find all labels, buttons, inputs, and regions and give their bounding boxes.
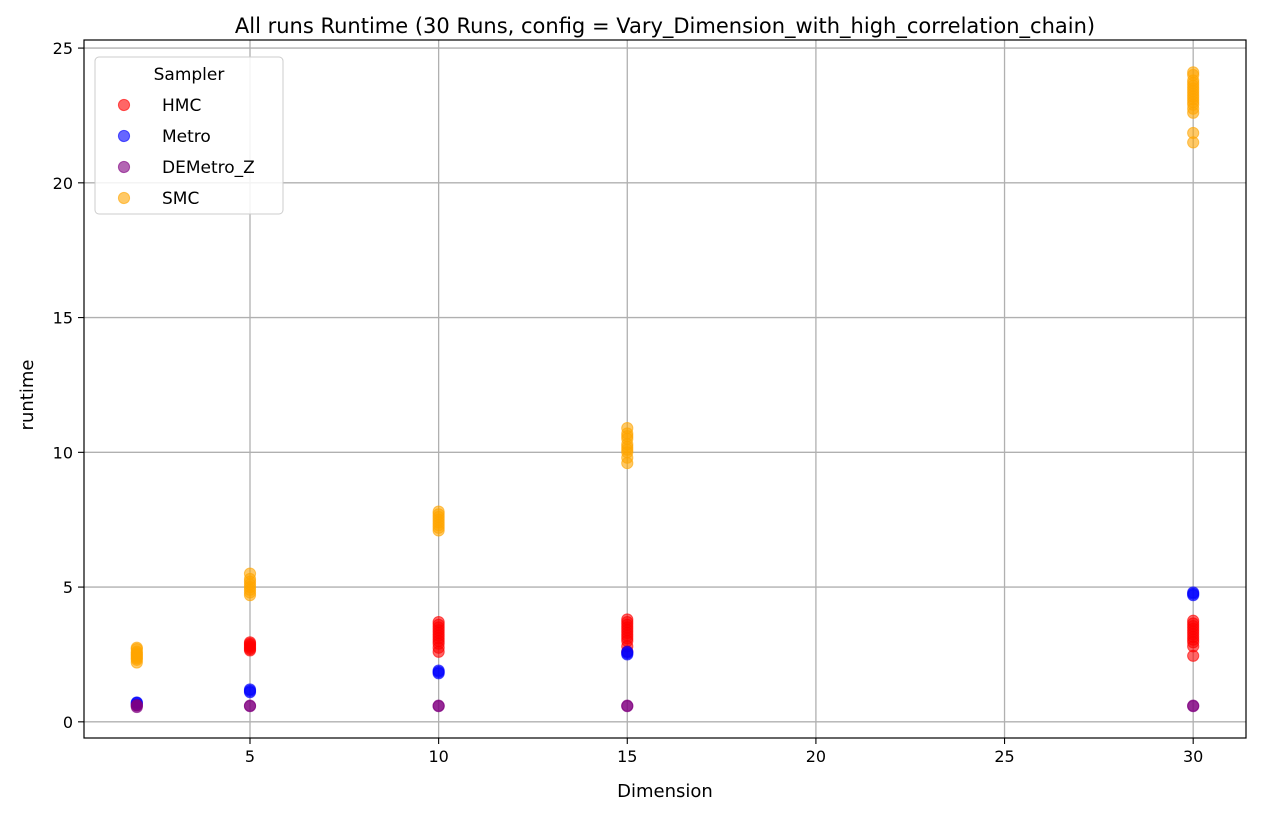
legend-marker: [117, 98, 131, 112]
data-point: [130, 641, 143, 654]
x-tick-label: 5: [245, 747, 255, 766]
legend-marker: [117, 129, 131, 143]
chart-title: All runs Runtime (30 Runs, config = Vary…: [235, 14, 1095, 39]
data-point: [432, 699, 445, 712]
series-demetro-z: [130, 699, 1200, 714]
x-axis-ticks: 5 10 15 20 25 30: [245, 738, 1203, 766]
y-axis-ticks: 0 5 10 15 20 25: [53, 39, 84, 732]
legend-label: DEMetro_Z: [162, 158, 255, 178]
x-tick-label: 25: [994, 747, 1014, 766]
y-axis-label: runtime: [17, 360, 38, 431]
data-point: [243, 636, 257, 649]
y-tick-label: 15: [53, 309, 73, 328]
x-axis-label: Dimension: [617, 781, 713, 802]
data-point: [432, 505, 445, 518]
data-points: [130, 66, 1200, 714]
plot-frame: [83, 39, 1247, 739]
data-point: [1187, 586, 1200, 599]
data-point: [1187, 66, 1200, 79]
legend-title: Sampler: [154, 65, 225, 85]
data-point: [621, 421, 634, 435]
data-point: [621, 613, 634, 626]
y-tick-label: 10: [53, 443, 73, 462]
data-point: [1187, 614, 1200, 627]
y-tick-label: 25: [53, 39, 73, 58]
data-point: [1187, 126, 1200, 140]
series-smc: [130, 66, 1200, 669]
legend-label: SMC: [162, 189, 199, 209]
x-tick-label: 15: [617, 747, 637, 766]
data-point: [1187, 699, 1200, 712]
data-point: [621, 645, 634, 658]
data-point: [432, 616, 445, 629]
data-point: [243, 567, 257, 580]
data-point: [621, 699, 634, 712]
legend-box: [94, 56, 284, 215]
x-tick-label: 10: [428, 747, 448, 766]
x-tick-label: 30: [1183, 747, 1203, 766]
legend-marker: [117, 160, 131, 174]
legend-label: HMC: [162, 96, 201, 116]
y-tick-label: 20: [53, 174, 73, 193]
data-point: [130, 699, 143, 712]
y-tick-label: 5: [63, 578, 73, 597]
series-hmc: [243, 613, 1200, 662]
series-metro: [130, 586, 1200, 711]
data-point: [432, 664, 445, 677]
y-tick-label: 0: [63, 713, 73, 732]
legend-label: Metro: [162, 127, 211, 147]
x-tick-label: 20: [806, 747, 826, 766]
data-point: [243, 683, 257, 696]
legend: Sampler HMC Metro DEMetro_Z SMC: [94, 56, 284, 215]
legend-marker: [117, 191, 131, 205]
data-point: [243, 699, 257, 712]
